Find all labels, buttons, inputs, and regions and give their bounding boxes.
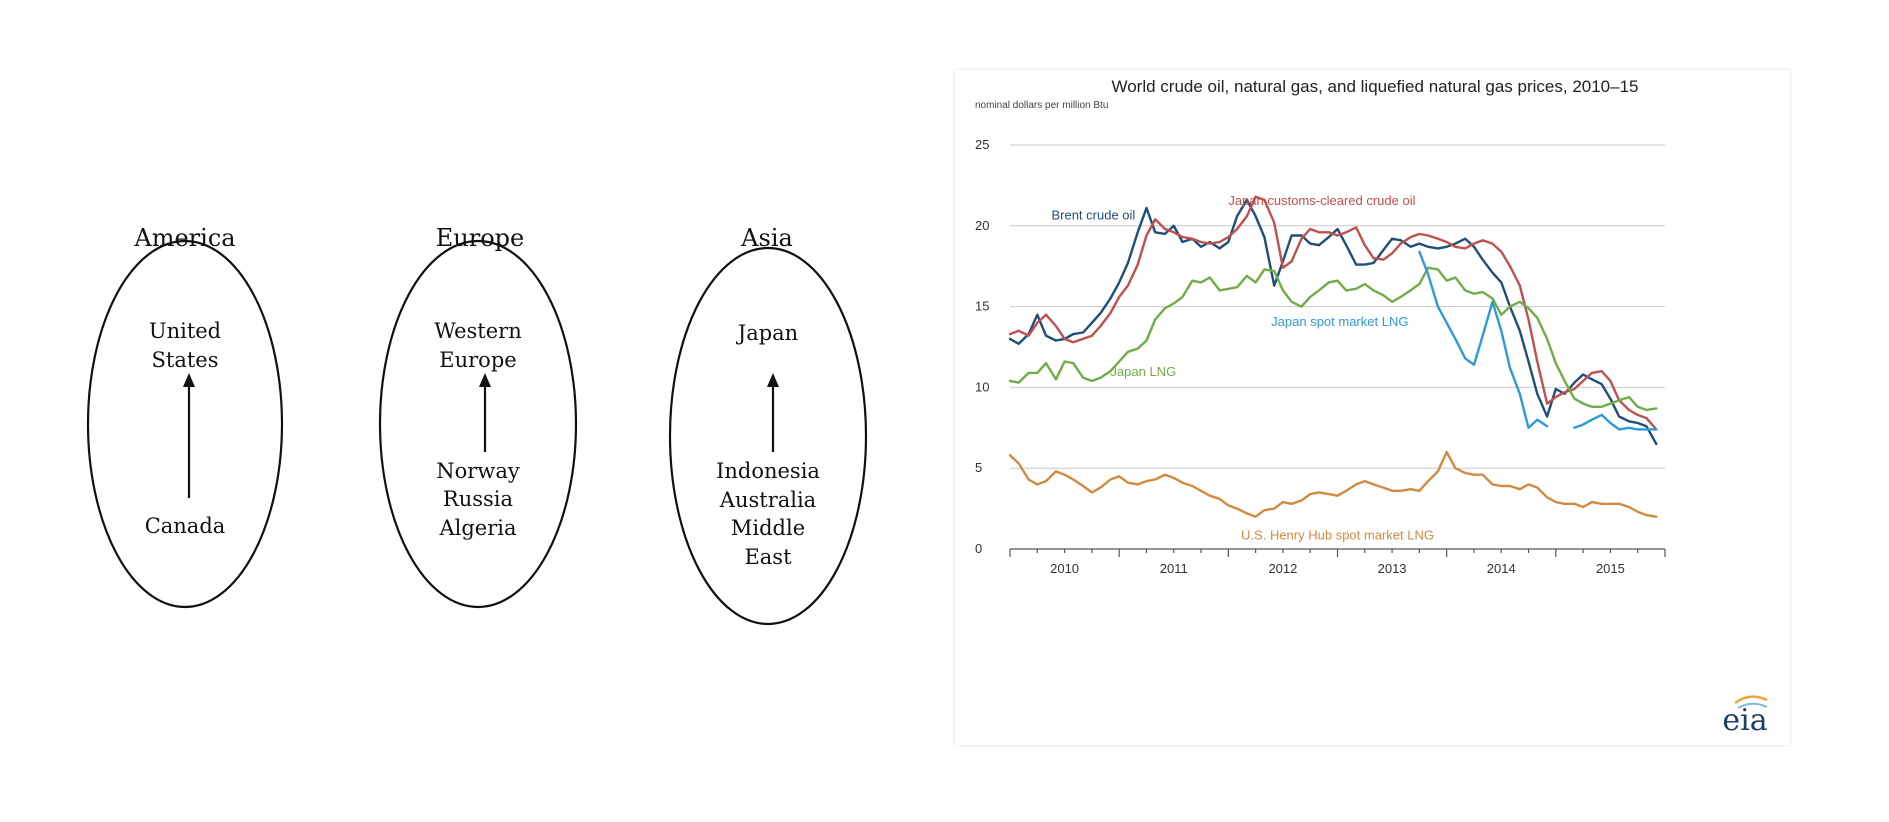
- regional-gas-flow-diagram: America United States Canada Europe West…: [86, 224, 868, 626]
- x-tick-label: 2015: [1596, 561, 1625, 576]
- flow-arrow-head-icon: [479, 373, 491, 387]
- importer-label: Western: [434, 319, 522, 343]
- series-label: Japan LNG: [1110, 364, 1176, 379]
- region-title: America: [133, 224, 235, 252]
- eia-logo-text: eia: [1722, 703, 1767, 738]
- y-tick-label: 15: [975, 299, 989, 314]
- series-labels: Brent crude oil Japan customs-cleared cru…: [1051, 193, 1433, 543]
- x-tick-label: 2014: [1487, 561, 1516, 576]
- region-america: America United States Canada: [86, 224, 284, 609]
- exporter-label: Norway: [436, 459, 520, 483]
- flow-arrow-head-icon: [183, 373, 195, 387]
- eia-logo-arc-icon: [1737, 702, 1768, 709]
- importer-label: United: [149, 319, 221, 343]
- y-tick-label: 20: [975, 218, 989, 233]
- flow-arrow-head-icon: [767, 373, 779, 387]
- series-label: Japan spot market LNG: [1271, 314, 1408, 329]
- region-ellipse: [86, 239, 284, 609]
- chart-subtitle: nominal dollars per million Btu: [975, 100, 1108, 111]
- gridlines: 0 5 10 15 20 25: [975, 137, 1665, 556]
- chart-title: World crude oil, natural gas, and liquef…: [1111, 77, 1638, 96]
- series-label: U.S. Henry Hub spot market LNG: [1241, 527, 1434, 542]
- y-tick-label: 0: [975, 541, 982, 556]
- exporter-label: Indonesia: [716, 459, 820, 483]
- importer-label: Japan: [736, 321, 798, 345]
- series-line: [1008, 450, 1658, 518]
- x-axis: 2010 2011 2012 2013 2014 2015: [1009, 548, 1666, 576]
- exporter-label: Middle: [731, 516, 805, 540]
- importer-label: Europe: [439, 348, 516, 372]
- region-ellipse: [378, 239, 578, 609]
- series-line: [1008, 266, 1658, 412]
- exporter-label: Russia: [443, 487, 513, 511]
- exporter-label: East: [744, 545, 792, 569]
- series-line: [1008, 195, 1658, 431]
- x-tick-label: 2011: [1160, 561, 1188, 576]
- y-tick-label: 10: [975, 379, 989, 394]
- series-lines: [1008, 195, 1658, 518]
- series-label: Brent crude oil: [1051, 207, 1135, 222]
- region-title: Europe: [436, 224, 524, 252]
- price-chart-panel: World crude oil, natural gas, and liquef…: [955, 70, 1790, 745]
- y-tick-label: 5: [975, 460, 982, 475]
- series-label: Japan customs-cleared crude oil: [1228, 193, 1415, 208]
- eia-logo: eia: [1722, 695, 1768, 738]
- exporter-label: Australia: [719, 488, 816, 512]
- region-europe: Europe Western Europe Norway Russia Alge…: [378, 224, 578, 609]
- region-ellipse: [668, 246, 868, 626]
- price-line-chart: World crude oil, natural gas, and liquef…: [975, 77, 1768, 738]
- exporter-label: Canada: [145, 514, 226, 538]
- region-asia: Asia Japan Indonesia Australia Middle Ea…: [668, 224, 868, 626]
- x-tick-label: 2010: [1050, 561, 1079, 576]
- x-tick-label: 2012: [1268, 561, 1297, 576]
- eia-logo-arc-icon: [1734, 695, 1768, 705]
- importer-label: States: [152, 348, 219, 372]
- exporter-label: Algeria: [438, 516, 516, 540]
- x-tick-label: 2013: [1378, 561, 1407, 576]
- series-line: [1418, 250, 1658, 431]
- y-tick-label: 25: [975, 137, 989, 152]
